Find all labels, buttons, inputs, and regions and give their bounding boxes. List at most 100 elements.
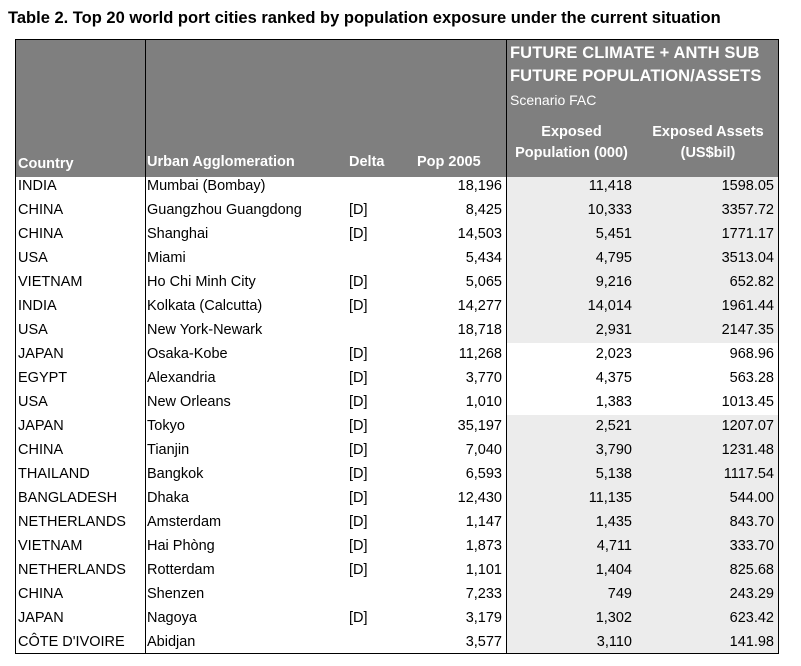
cell-city: Tokyo (147, 418, 185, 434)
col-header-pop: Pop 2005 (417, 154, 481, 170)
table-row: NETHERLANDS Rotterdam [D] 1,101 1,404 825.68 (16, 559, 778, 583)
cell-exposed-assets: 652.82 (729, 274, 774, 290)
col-header-exposed-pop-line1: Exposed (541, 124, 602, 140)
group-header-line2: FUTURE POPULATION/ASSETS (510, 67, 762, 85)
cell-exposed-population: 3,110 (596, 634, 632, 650)
cell-pop: 1,873 (465, 538, 502, 554)
cell-exposed-assets: 243.29 (729, 586, 774, 602)
cell-city: Osaka-Kobe (147, 346, 228, 362)
cell-exposed-population: 1,302 (595, 610, 632, 626)
cell-pop: 5,065 (465, 274, 502, 290)
cell-pop: 5,434 (465, 250, 502, 266)
table-row: JAPAN Osaka-Kobe [D] 11,268 2,023 968.96 (16, 343, 778, 367)
cell-city: Alexandria (147, 370, 216, 386)
cell-exposed-population: 4,795 (595, 250, 632, 266)
cell-city: Amsterdam (147, 514, 222, 530)
cell-exposed-population: 14,014 (587, 298, 632, 314)
cell-city: Guangzhou Guangdong (147, 202, 302, 218)
cell-country: USA (18, 394, 48, 410)
table-row: USA New York-Newark 18,718 2,931 2147.35 (16, 319, 778, 343)
cell-delta: [D] (349, 226, 368, 242)
col-header-assets: Exposed Assets (US$bil) (636, 122, 778, 164)
cell-exposed-population: 2,521 (595, 418, 632, 434)
cell-country: NETHERLANDS (18, 514, 126, 530)
cell-pop: 3,577 (465, 634, 502, 650)
cell-exposed-population: 1,435 (595, 514, 632, 530)
cell-country: JAPAN (18, 346, 64, 362)
cell-city: Kolkata (Calcutta) (147, 298, 263, 314)
cell-city: Dhaka (147, 490, 189, 506)
cell-country: JAPAN (18, 610, 64, 626)
table-row: CHINA Shenzen 7,233 749 243.29 (16, 583, 778, 607)
cell-country: INDIA (18, 178, 57, 194)
table-header: FUTURE CLIMATE + ANTH SUB FUTURE POPULAT… (16, 40, 778, 177)
cell-exposed-assets: 2147.35 (721, 322, 774, 338)
cell-exposed-population: 9,216 (595, 274, 632, 290)
cell-exposed-population: 3,790 (595, 442, 632, 458)
cell-exposed-population: 5,138 (595, 466, 632, 482)
cell-exposed-assets: 3513.04 (721, 250, 774, 266)
cell-city: Hai Phòng (147, 538, 215, 554)
cell-delta: [D] (349, 418, 368, 434)
table-row: CHINA Shanghai [D] 14,503 5,451 1771.17 (16, 223, 778, 247)
cell-country: INDIA (18, 298, 57, 314)
cell-exposed-assets: 1771.17 (721, 226, 774, 242)
divider (506, 40, 507, 653)
scenario-label: Scenario FAC (510, 92, 597, 108)
cell-country: USA (18, 250, 48, 266)
cell-pop: 3,179 (465, 610, 502, 626)
cell-exposed-population: 4,375 (595, 370, 632, 386)
group-header-line1: FUTURE CLIMATE + ANTH SUB (510, 44, 760, 62)
cell-exposed-population: 1,404 (595, 562, 632, 578)
table-row: JAPAN Tokyo [D] 35,197 2,521 1207.07 (16, 415, 778, 439)
cell-country: CÔTE D'IVOIRE (18, 634, 125, 650)
col-header-exposed-pop: Exposed Population (000) (507, 122, 636, 164)
cell-city: Shenzen (147, 586, 205, 602)
cell-exposed-assets: 141.98 (729, 634, 774, 650)
cell-exposed-assets: 968.96 (729, 346, 774, 362)
cell-pop: 3,770 (465, 370, 502, 386)
cell-pop: 7,233 (465, 586, 502, 602)
cell-exposed-assets: 1117.54 (723, 466, 774, 482)
cell-country: USA (18, 322, 48, 338)
row-highlight (507, 367, 778, 391)
cell-country: CHINA (18, 442, 64, 458)
cell-exposed-population: 2,023 (595, 346, 632, 362)
cell-exposed-population: 2,931 (595, 322, 632, 338)
cell-city: Abidjan (147, 634, 196, 650)
cell-exposed-assets: 825.68 (729, 562, 774, 578)
cell-pop: 8,425 (465, 202, 502, 218)
cell-country: CHINA (18, 586, 64, 602)
col-header-city: Urban Agglomeration (147, 154, 295, 170)
cell-delta: [D] (349, 298, 368, 314)
table-row: VIETNAM Hai Phòng [D] 1,873 4,711 333.70 (16, 535, 778, 559)
cell-delta: [D] (349, 442, 368, 458)
cell-exposed-assets: 544.00 (729, 490, 774, 506)
cell-pop: 18,196 (457, 178, 502, 194)
cell-pop: 6,593 (465, 466, 502, 482)
cell-pop: 1,147 (465, 514, 502, 530)
table-row: NETHERLANDS Amsterdam [D] 1,147 1,435 843.70 (16, 511, 778, 535)
table-row: CHINA Guangzhou Guangdong [D] 8,425 10,333 33… (16, 199, 778, 223)
cell-city: Rotterdam (147, 562, 215, 578)
cell-exposed-assets: 1013.45 (721, 394, 774, 410)
data-table: FUTURE CLIMATE + ANTH SUB FUTURE POPULAT… (15, 39, 779, 654)
cell-exposed-population: 11,418 (588, 178, 632, 194)
cell-pop: 7,040 (465, 442, 502, 458)
cell-delta: [D] (349, 370, 368, 386)
col-header-exposed-pop-line2: Population (000) (515, 145, 628, 161)
cell-city: New York-Newark (147, 322, 263, 338)
cell-pop: 14,503 (457, 226, 502, 242)
cell-country: NETHERLANDS (18, 562, 126, 578)
cell-delta: [D] (349, 394, 368, 410)
col-header-country: Country (18, 156, 74, 172)
col-header-assets-line2: (US$bil) (680, 145, 736, 161)
cell-delta: [D] (349, 610, 368, 626)
divider (145, 40, 146, 653)
group-header: FUTURE CLIMATE + ANTH SUB FUTURE POPULAT… (510, 42, 761, 88)
table-row: JAPAN Nagoya [D] 3,179 1,302 623.42 (16, 607, 778, 631)
cell-exposed-assets: 1207.07 (721, 418, 774, 434)
table-body: INDIA Mumbai (Bombay) 18,196 11,418 1598.05 C… (16, 177, 778, 653)
cell-exposed-assets: 1598.05 (721, 178, 774, 194)
table-row: CÔTE D'IVOIRE Abidjan 3,577 3,110 141.98 (16, 631, 778, 653)
